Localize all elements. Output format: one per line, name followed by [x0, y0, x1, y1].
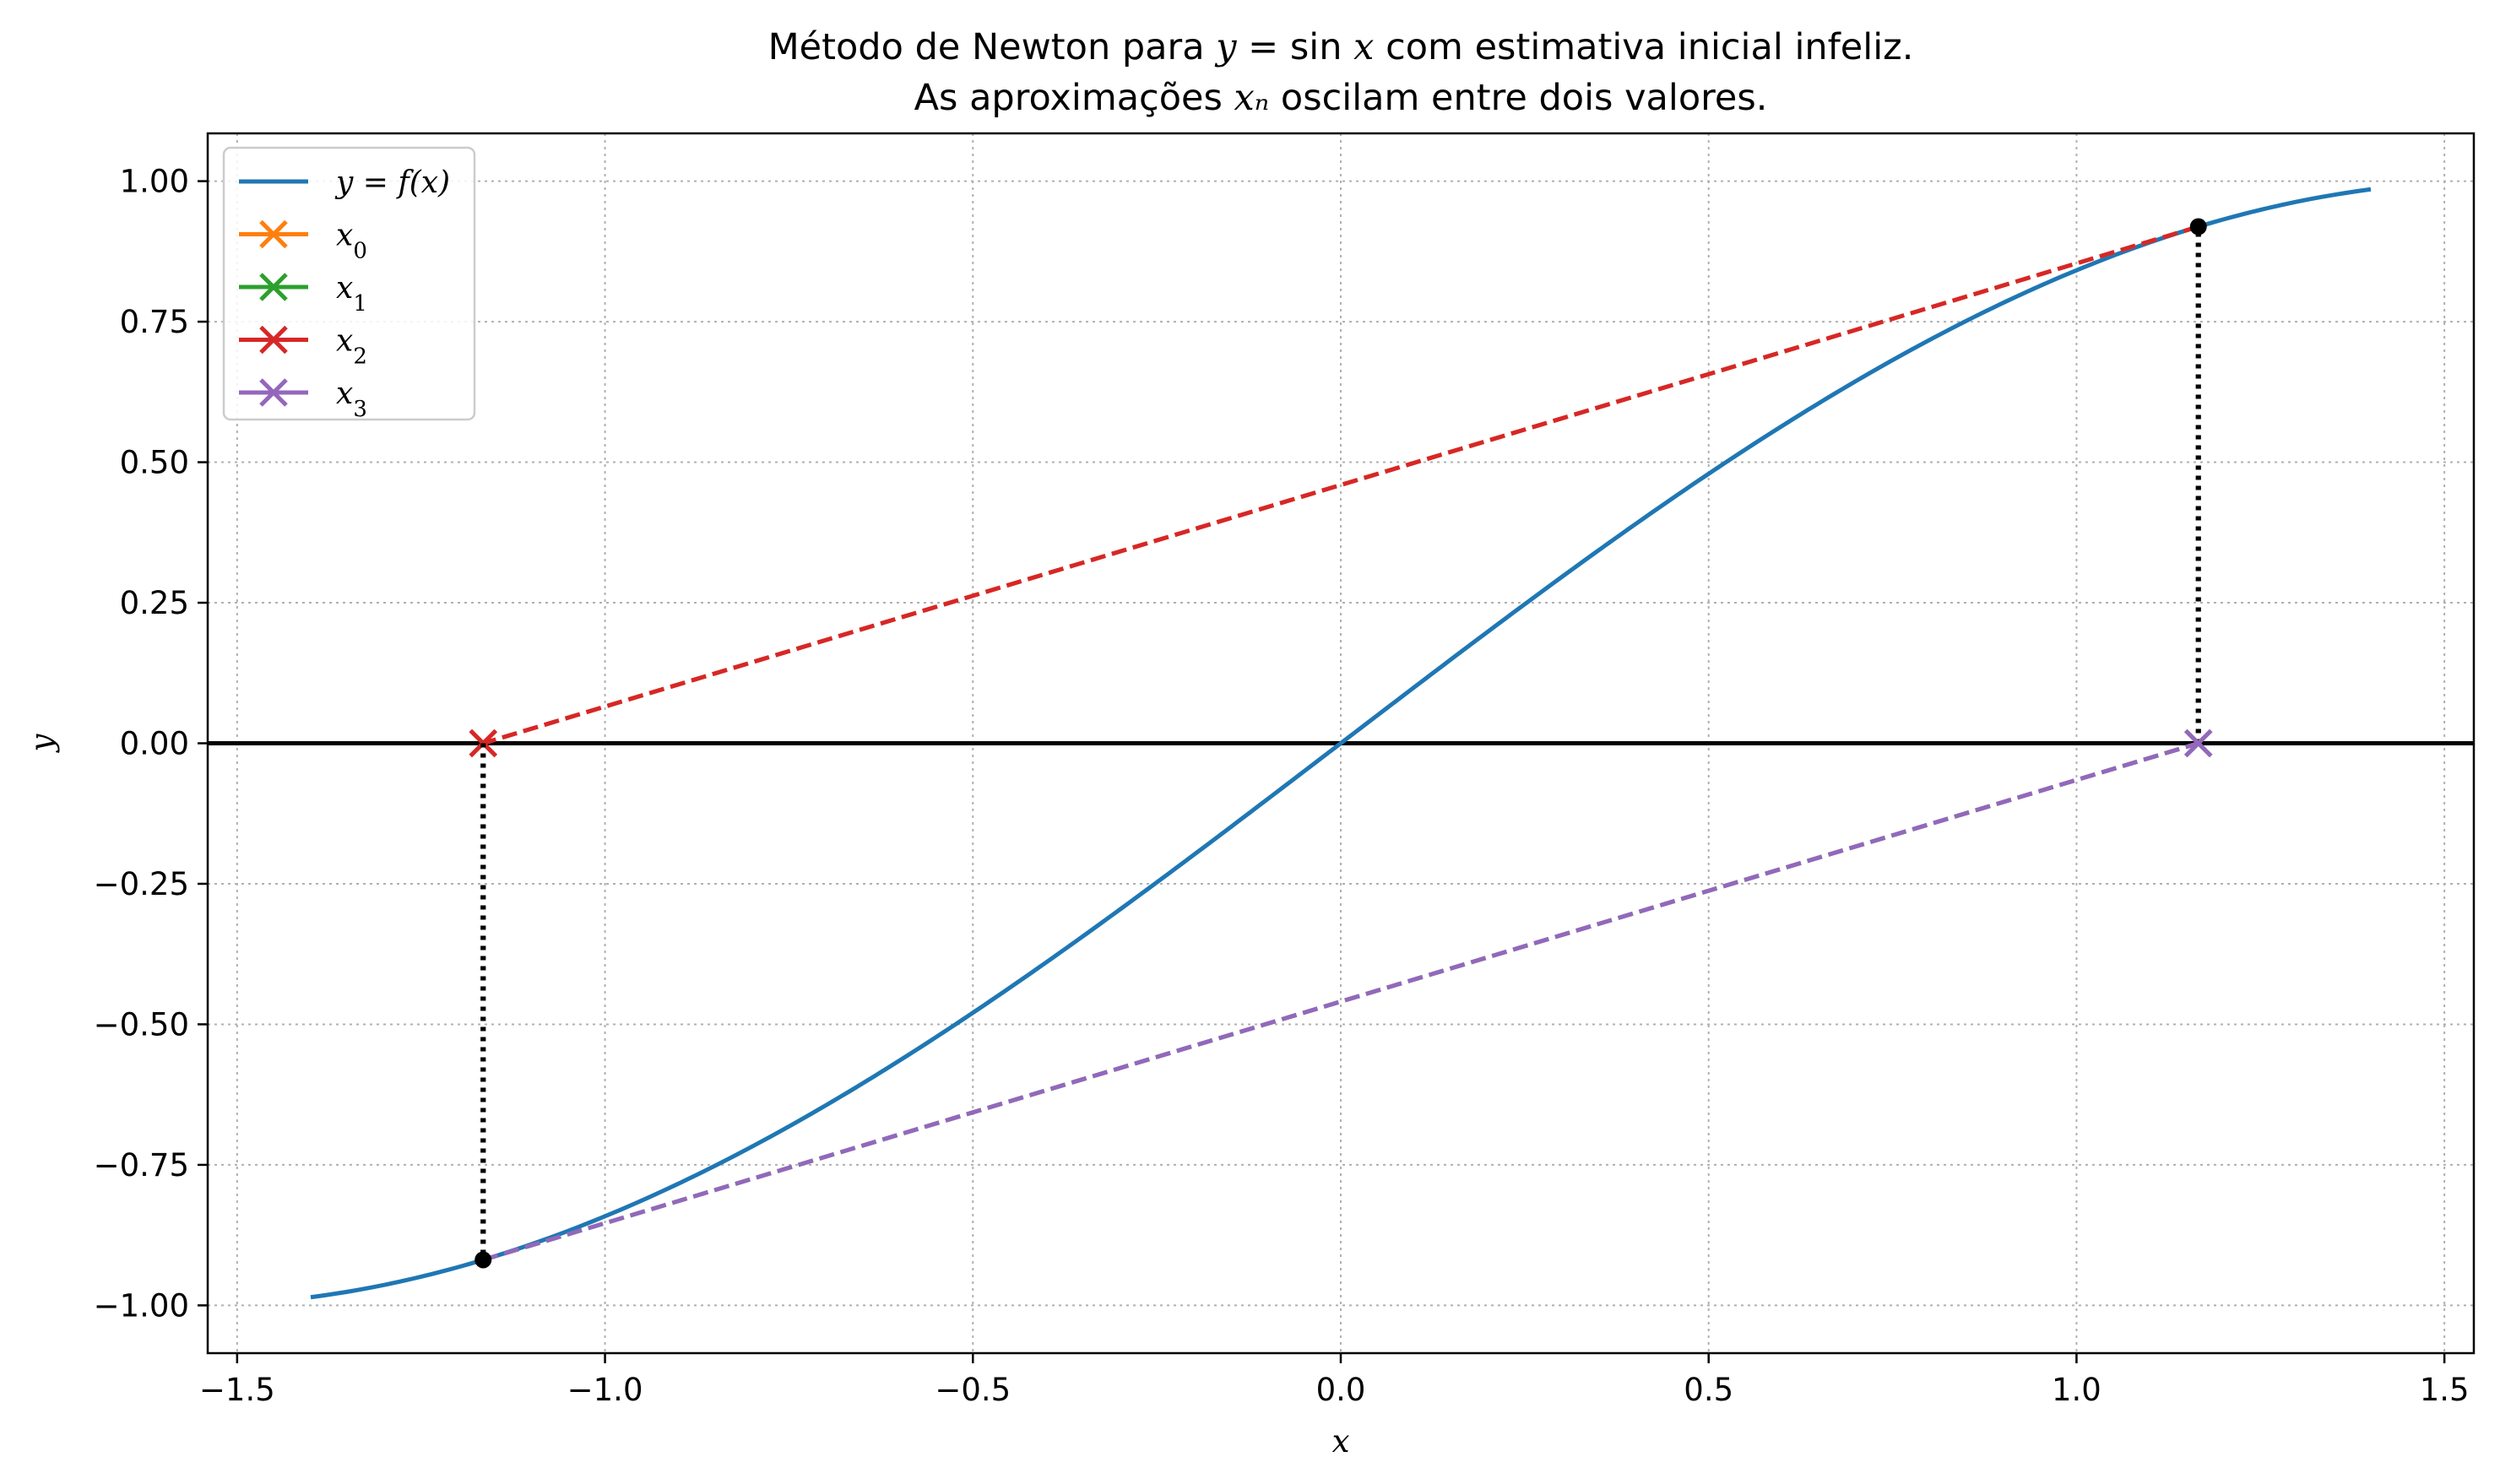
y-tick-label: −1.00 — [94, 1287, 189, 1324]
tangent-line-x3 — [482, 741, 2199, 1262]
x-tick-label: −1.0 — [567, 1372, 643, 1408]
function-curve — [310, 187, 2372, 1300]
plot-area: −1.5 −1.0 −0.5 0.0 0.5 1.0 1.5 1.00 0.75 0.50 0.25… — [94, 132, 2476, 1408]
iterate-marker-x3-stroke — [2183, 728, 2213, 758]
legend-marker — [259, 219, 288, 249]
x-tick-label: 1.0 — [2052, 1372, 2101, 1408]
curve-point-1 — [475, 1251, 492, 1269]
legend-marker — [259, 325, 288, 355]
legend-entry: y = f(x) — [239, 165, 450, 200]
tangent-line-x2 — [482, 225, 2199, 745]
legend-marker — [259, 273, 288, 301]
chart-title-line-2: As aproximações xₙ oscilam entre dois va… — [914, 77, 1768, 119]
y-tick-label: 1.00 — [120, 164, 189, 200]
y-tick-label: −0.75 — [94, 1147, 189, 1183]
y-tick-label: 0.25 — [120, 585, 189, 621]
x-tick-label: 0.0 — [1316, 1372, 1366, 1408]
x-tick-label: 0.5 — [1684, 1372, 1733, 1408]
legend-marker — [259, 378, 288, 407]
x-tick-label: −1.5 — [199, 1372, 275, 1408]
iterate-marker-x3 — [2183, 728, 2213, 758]
curve-point-0 — [2189, 218, 2207, 236]
y-tick-label: 0.00 — [120, 726, 189, 762]
x-tick-label: 1.5 — [2420, 1372, 2470, 1408]
y-tick-label: −0.50 — [94, 1006, 189, 1043]
x-axis-label: x — [1332, 1423, 1350, 1460]
y-tick-label: 0.75 — [120, 304, 189, 340]
y-tick-label: −0.25 — [94, 866, 189, 902]
x-tick-label: −0.5 — [935, 1372, 1011, 1408]
chart-title-line-1: Método de Newton para y = sin x com esti… — [768, 26, 1914, 68]
y-tick-label: 0.50 — [120, 445, 189, 481]
y-axis-label: y — [24, 733, 60, 753]
legend-label: y = f(x) — [334, 165, 450, 200]
